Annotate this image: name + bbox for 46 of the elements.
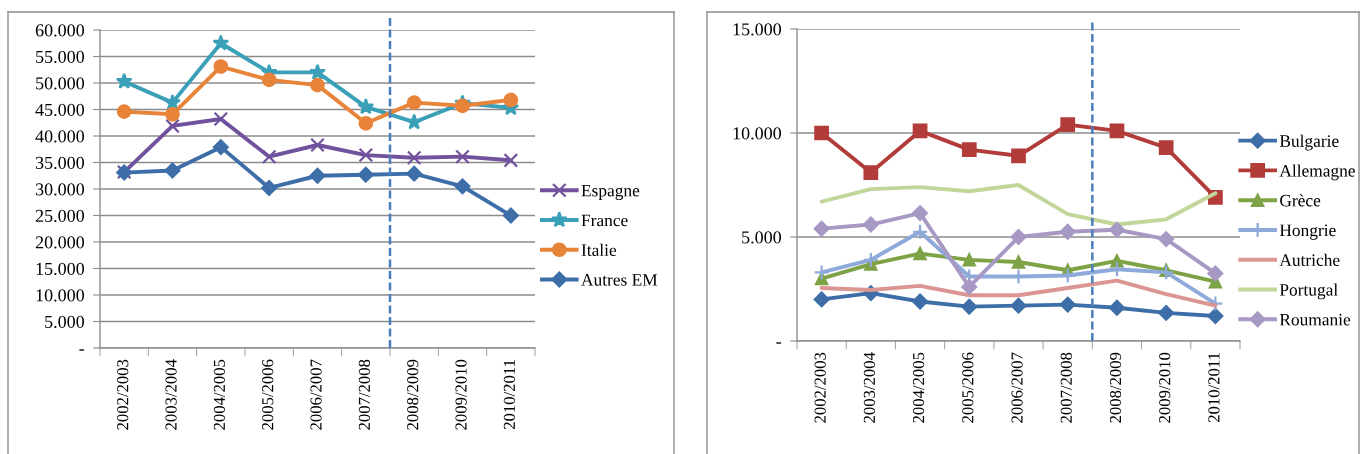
x-tick-label: 2006/2007	[1011, 352, 1023, 423]
x-tick-label: 2006/2007	[310, 359, 322, 430]
x-tick-label: 2010/2011	[503, 360, 516, 430]
legend-label: Autriche	[1279, 253, 1340, 266]
legend-label: Allemagne	[1279, 164, 1355, 181]
y-tick-label: 50.000	[36, 77, 85, 90]
x-tick-label: 2003/2004	[863, 352, 876, 423]
y-tick-label: 25.000	[35, 209, 85, 223]
y-tick-label: 10.000	[36, 289, 85, 302]
legend-label: Bulgarie	[1279, 134, 1339, 151]
x-tick-label: 2003/2004	[165, 359, 177, 430]
x-tick-label: 2002/2003	[814, 352, 826, 423]
y-tick-label: 5.000	[742, 231, 782, 244]
x-tick-label: 2010/2011	[1208, 353, 1220, 423]
x-tick-label: 2007/2008	[1060, 352, 1072, 423]
legend-label: Roumanie	[1279, 313, 1351, 326]
legend-label: Grèce	[1280, 194, 1321, 207]
x-tick-label: 2002/2003	[117, 359, 129, 430]
x-tick-label: 2005/2006	[962, 352, 974, 423]
y-tick-label: 30.000	[35, 183, 85, 196]
legend-label: France	[581, 214, 628, 227]
y-tick-label: 55.000	[36, 50, 85, 64]
x-tick-label: 2009/2010	[455, 359, 467, 430]
y-tick-label: 15.000	[733, 23, 782, 36]
y-tick-label: 35.000	[35, 156, 85, 170]
legend-label: Espagne	[581, 184, 640, 201]
y-tick-label: 20.000	[35, 236, 85, 249]
y-tick-label: 60.000	[35, 24, 85, 37]
y-tick-label: 40.000	[35, 130, 85, 143]
y-tick-label: 10.000	[733, 127, 782, 140]
legend-label: Autres EM	[581, 274, 658, 286]
x-tick-label: 2009/2010	[1159, 352, 1171, 423]
y-tick-label: 5.000	[45, 315, 85, 329]
y-tick-label: 15.000	[36, 262, 85, 276]
legend-label: Italie	[581, 243, 617, 256]
x-tick-label: 2008/2009	[407, 359, 419, 430]
x-tick-label: 2004/2005	[912, 352, 925, 423]
legend-label: Portugal	[1279, 283, 1338, 300]
legend-label: Hongrie	[1279, 224, 1336, 240]
y-tick-label: 45.000	[35, 103, 85, 117]
y-tick-label: -	[776, 342, 782, 344]
x-tick-label: 2005/2006	[262, 359, 274, 430]
x-tick-label: 2008/2009	[1109, 352, 1122, 423]
x-tick-label: 2007/2008	[358, 359, 371, 430]
x-tick-label: 2004/2005	[213, 359, 226, 430]
y-tick-label: -	[79, 349, 85, 351]
